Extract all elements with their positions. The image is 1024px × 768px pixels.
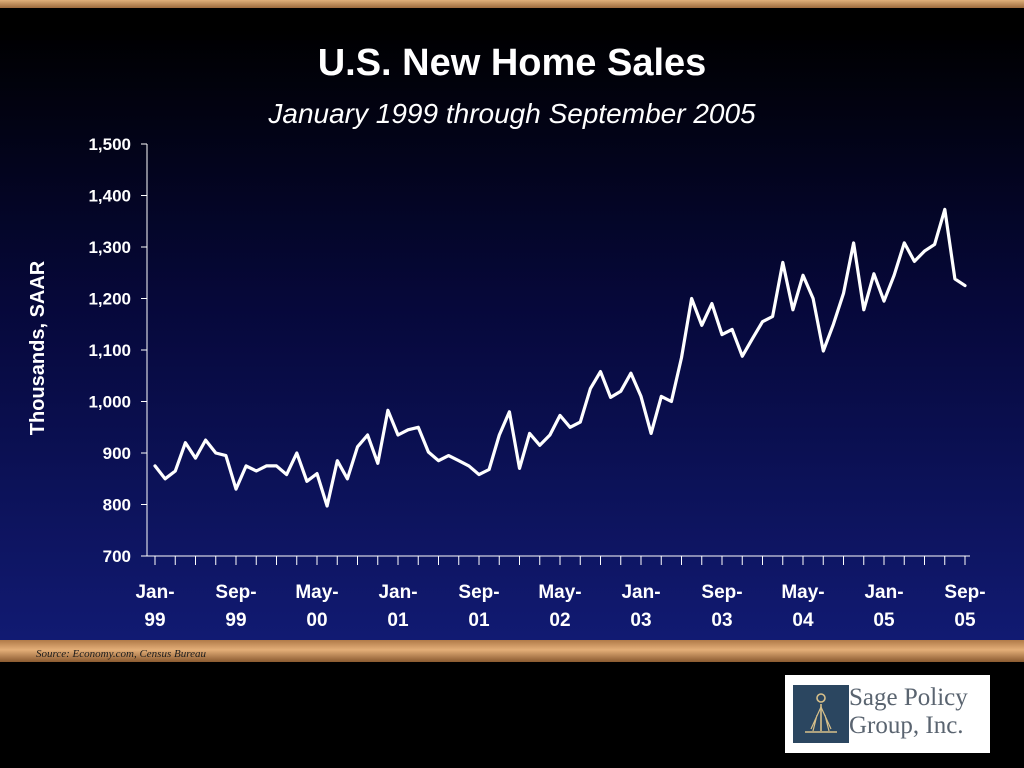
y-tick-label: 700: [103, 547, 131, 566]
y-tick-label: 800: [103, 496, 131, 515]
chart-title: U.S. New Home Sales: [317, 42, 707, 84]
logo-emblem-icon: [793, 685, 849, 743]
company-logo: Sage Policy Group, Inc.: [785, 675, 990, 753]
y-tick-label: 1,300: [88, 238, 131, 257]
x-tick-label: May-02: [538, 582, 581, 631]
top-accent-bar: [0, 0, 1024, 8]
logo-line-2: Group, Inc.: [849, 712, 964, 739]
y-tick-label: 1,200: [88, 290, 131, 309]
y-tick-label: 900: [103, 444, 131, 463]
x-tick-label: Sep-01: [458, 582, 499, 631]
x-tick-label: May-04: [781, 582, 824, 631]
y-tick-label: 1,100: [88, 341, 131, 360]
x-tick-label: Jan-03: [621, 582, 660, 631]
series-line: [153, 207, 967, 508]
x-tick-label: Jan-99: [135, 582, 174, 631]
y-tick-label: 1,000: [88, 393, 131, 412]
x-tick-label: Jan-01: [378, 582, 417, 631]
chart-subtitle: January 1999 through September 2005: [268, 98, 756, 129]
chart-background: [0, 28, 1024, 640]
logo-line-1: Sage Policy: [849, 684, 968, 711]
y-tick-label: 1,500: [88, 135, 131, 154]
x-tick-label: Jan-05: [864, 582, 903, 631]
y-axis-label: Thousands, SAAR: [27, 260, 49, 435]
logo-wordmark: Sage Policy Group, Inc.: [849, 684, 968, 740]
x-tick-label: May-00: [295, 582, 338, 631]
footer-accent-bar: [0, 640, 1024, 662]
x-tick-label: Sep-99: [215, 582, 256, 631]
x-tick-label: Sep-03: [701, 582, 742, 631]
y-tick-label: 1,400: [88, 187, 131, 206]
x-tick-label: Sep-05: [944, 582, 985, 631]
source-note: Source: Economy.com, Census Bureau: [36, 648, 206, 660]
line-chart: 700 800 900 1,000 1,100 1,200 1,300 1,400 1,500 J…: [27, 135, 986, 631]
